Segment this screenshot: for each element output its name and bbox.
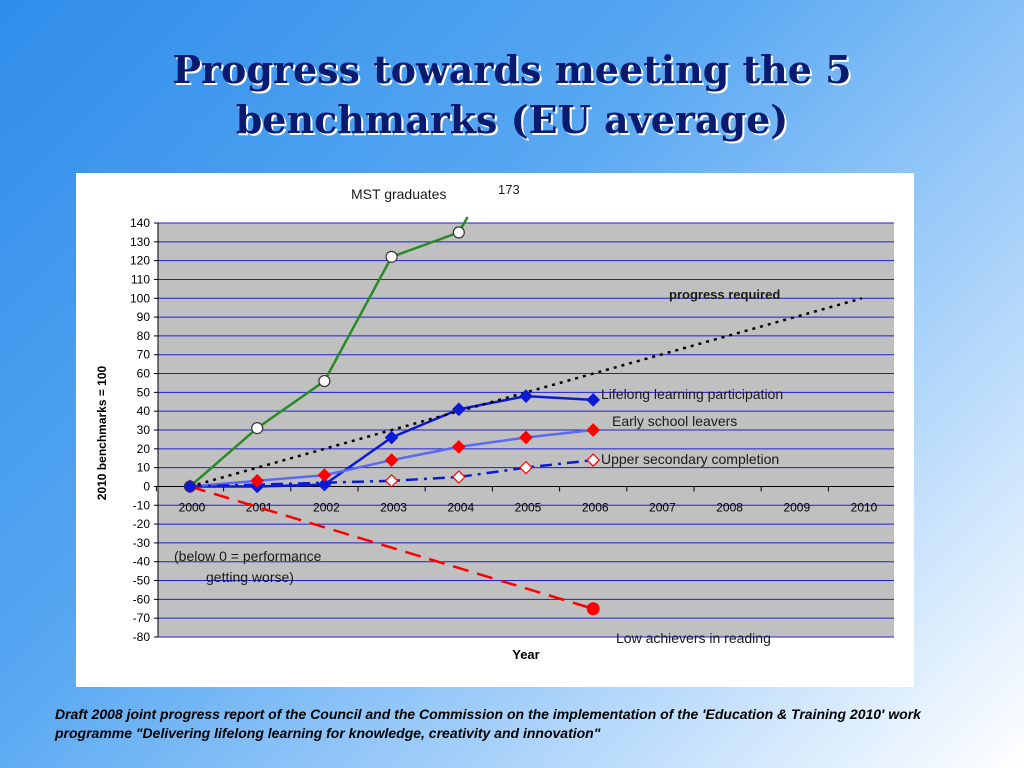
y-axis-title: 2010 benchmarks = 100	[95, 365, 109, 500]
x-tick-label: 2001	[246, 500, 273, 514]
y-tick-label: 80	[137, 329, 151, 343]
y-tick-label: -70	[133, 611, 151, 625]
y-tick-label: 110	[131, 272, 150, 286]
y-tick-label: 60	[137, 367, 151, 381]
x-tick-label: 2009	[783, 500, 810, 514]
marker-early-school-leavers	[250, 473, 265, 488]
slide-title: Progress towards meeting the 5 benchmark…	[172, 47, 852, 142]
y-tick-label: 130	[130, 235, 150, 249]
marker-lifelong-learning-participation	[519, 389, 533, 403]
x-tick-label: 2007	[649, 500, 676, 514]
marker-upper-secondary-completion	[586, 453, 601, 467]
y-tick-label: 30	[137, 423, 151, 437]
annotation-lifelong-learning-participation: Lifelong learning participation	[601, 386, 783, 402]
marker-mst-graduates	[251, 422, 264, 435]
x-tick-label: 2008	[716, 500, 743, 514]
x-tick-label: 2005	[515, 500, 542, 514]
x-tick-label: 2002	[313, 500, 340, 514]
marker-origin	[183, 479, 197, 494]
marker-early-school-leavers	[384, 453, 399, 467]
y-tick-label: -80	[133, 630, 151, 644]
marker-early-school-leavers	[451, 440, 466, 454]
annotation-progress-required: progress required	[669, 287, 780, 302]
marker-upper-secondary-completion	[519, 460, 533, 475]
y-tick-label: 0	[143, 479, 150, 493]
y-tick-label: 70	[137, 348, 151, 362]
y-tick-label: -20	[133, 517, 151, 531]
y-tick-label: -60	[133, 592, 151, 606]
annotation-below-0-performance: (below 0 = performance	[174, 548, 322, 564]
y-tick-label: 40	[137, 404, 151, 418]
source-footnote: Draft 2008 joint progress report of the …	[55, 706, 921, 741]
y-tick-label: 20	[137, 442, 151, 456]
y-tick-label: -10	[133, 498, 151, 512]
marker-upper-secondary-completion	[451, 470, 466, 484]
annotation-getting-worse: getting worse)	[206, 569, 294, 585]
marker-low-achievers-in-reading	[586, 602, 600, 616]
marker-mst-graduates	[452, 226, 465, 239]
y-tick-label: 50	[137, 385, 151, 399]
annotation-early-school-leavers: Early school leavers	[612, 413, 737, 429]
x-tick-label: 2004	[447, 500, 474, 514]
chart-frame: 140 130 120 110 100 90 80 70 60 50 40 30 20 10 0 -10 -20…	[76, 173, 914, 687]
annotation-173: 173	[498, 182, 520, 197]
annotation-upper-secondary-completion: Upper secondary completion	[601, 451, 779, 467]
benchmarks-chart: 1401301201101009080706050403020100-10-20…	[95, 182, 894, 662]
marker-mst-graduates	[318, 374, 331, 388]
x-tick-label: 2010	[851, 500, 878, 514]
x-tick-label: 2003	[380, 500, 407, 514]
marker-early-school-leavers	[586, 423, 601, 437]
x-tick-label: 2000	[179, 500, 206, 514]
y-tick-label: 100	[130, 291, 150, 305]
marker-upper-secondary-completion	[384, 473, 399, 488]
x-tick-label: 2006	[582, 500, 609, 514]
marker-early-school-leavers	[317, 468, 332, 483]
y-tick-label: 140	[130, 216, 150, 230]
marker-lifelong-learning-participation	[586, 393, 601, 407]
x-axis-title: Year	[512, 647, 539, 662]
marker-mst-graduates	[385, 250, 398, 263]
series-line-upper-secondary-completion	[189, 458, 594, 488]
marker-lifelong-learning-participation	[384, 430, 399, 445]
y-tick-label: 120	[130, 254, 150, 268]
y-tick-label: -30	[133, 536, 151, 550]
marker-lifelong-learning-participation	[451, 402, 466, 417]
marker-lifelong-learning-participation	[317, 477, 332, 492]
annotation-low-achievers-in-reading: Low achievers in reading	[616, 630, 771, 646]
annotation-mst-graduates: MST graduates	[351, 186, 446, 202]
y-tick-label: -40	[133, 555, 151, 569]
y-tick-label: -50	[133, 574, 151, 588]
marker-early-school-leavers	[519, 430, 533, 445]
y-tick-label: 10	[137, 461, 151, 475]
y-tick-label: 90	[137, 310, 151, 324]
series-line-low-achievers-in-reading	[189, 485, 594, 610]
